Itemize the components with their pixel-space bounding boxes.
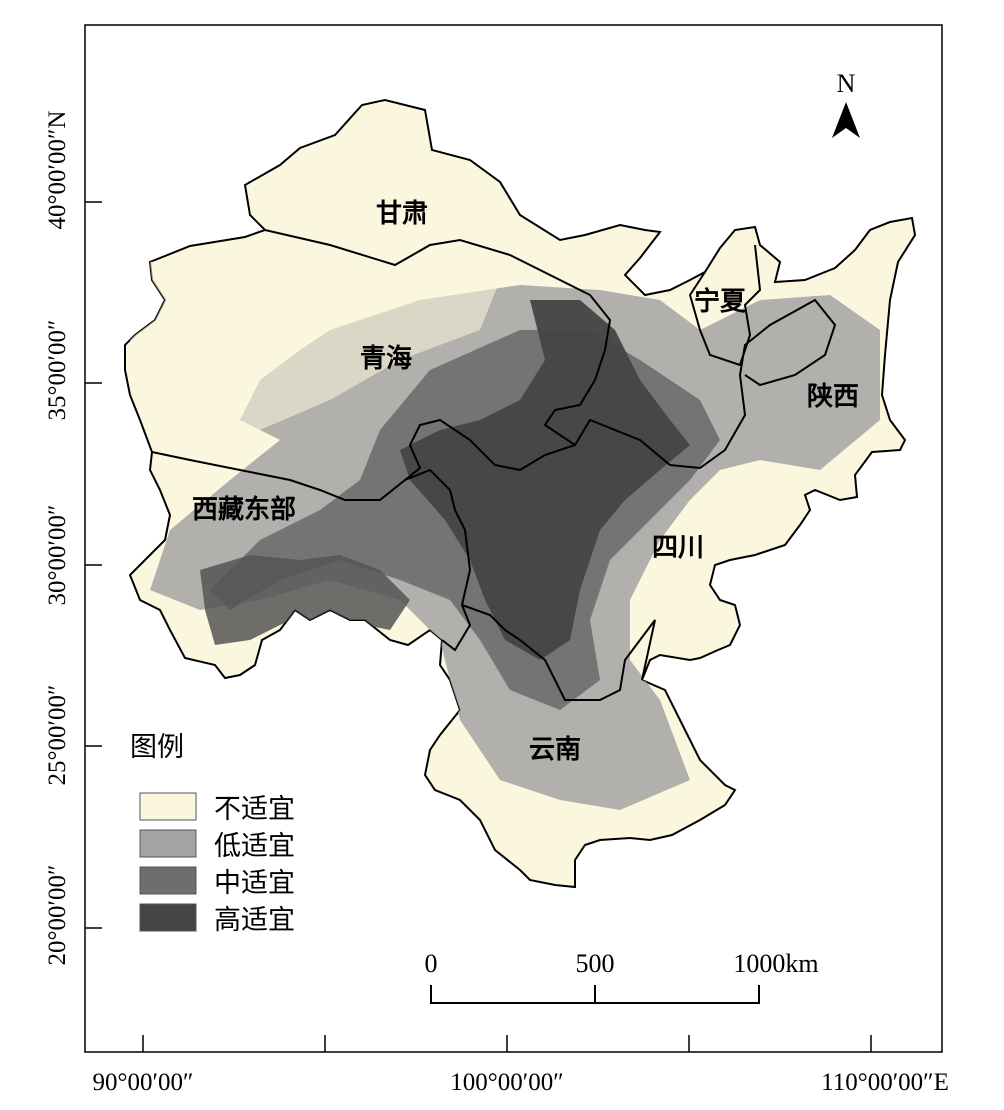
scale-label-0: 0 <box>425 949 438 978</box>
axis-ticks <box>85 201 872 1052</box>
y-tick-label-40: 40°00′00″N <box>44 111 71 230</box>
province-label-shaanxi: 陕西 <box>807 382 859 412</box>
zone-unsuitable-patch <box>130 240 500 440</box>
legend-swatch-3 <box>139 903 197 932</box>
y-tick-label-20: 20°00′00″ <box>44 865 71 966</box>
legend-label-2: 中适宜 <box>214 868 295 899</box>
province-label-xizang-east: 西藏东部 <box>192 494 296 525</box>
border-qinghai-south <box>151 418 576 501</box>
legend-swatch-2 <box>139 866 197 895</box>
legend-label-0: 不适宜 <box>214 794 295 825</box>
province-borders <box>151 229 837 701</box>
y-tick-label-30: 30°00′00″ <box>44 505 71 606</box>
province-label-yunnan: 云南 <box>529 735 581 765</box>
province-label-qinghai: 青海 <box>360 344 412 374</box>
north-arrow-label: N <box>837 69 856 98</box>
border-sichuan-yunnan <box>461 604 656 701</box>
x-tick-label-100: 100°00′00″ <box>450 1069 563 1096</box>
border-xizang-sichuan <box>404 468 472 652</box>
north-arrow: N <box>832 69 860 138</box>
scale-label-1000: 1000km <box>733 949 818 978</box>
border-ningxia <box>688 244 762 367</box>
north-arrow-icon <box>832 102 860 138</box>
legend-title: 图例 <box>130 732 184 763</box>
province-label-gansu: 甘肃 <box>376 199 428 229</box>
x-tick-label-90: 90°00′00″ <box>93 1069 194 1096</box>
legend-label-1: 低适宜 <box>214 831 295 862</box>
legend-label-3: 高适宜 <box>214 905 295 936</box>
province-label-sichuan: 四川 <box>652 533 704 563</box>
y-tick-label-25: 25°00′00″ <box>44 685 71 786</box>
y-tick-label-35: 35°00′00″ <box>44 320 71 421</box>
scale-bar: 0 500 1000km <box>425 949 819 1004</box>
zone-high <box>400 300 690 660</box>
scale-label-500: 500 <box>576 949 615 978</box>
province-label-ningxia: 宁夏 <box>694 286 747 317</box>
x-tick-label-110: 110°00′00″E <box>821 1069 949 1096</box>
legend-swatch-0 <box>139 792 197 821</box>
legend-swatch-1 <box>139 829 197 858</box>
scale-bar-line <box>430 985 760 1004</box>
